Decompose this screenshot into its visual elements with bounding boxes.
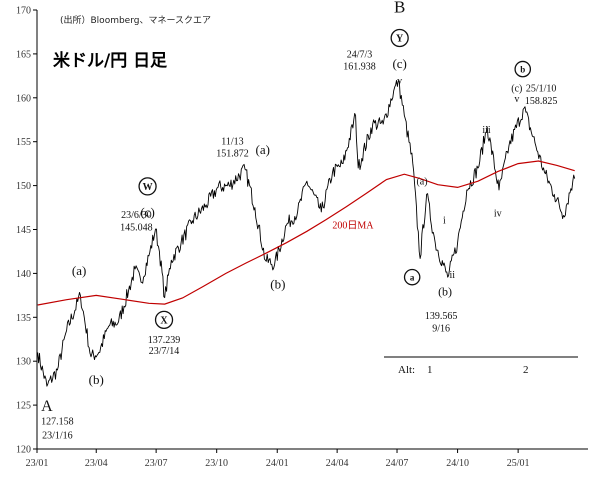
x-tick-label: 23/07	[145, 458, 168, 469]
wave-annotation: (b)	[438, 284, 452, 298]
x-tick-label: 23/04	[85, 458, 108, 469]
alt-label: Alt:	[398, 364, 415, 376]
wave-label-circle	[514, 60, 532, 78]
wave-annotation: (c)	[392, 56, 406, 71]
wave-annotation: (c)	[511, 84, 522, 95]
source-note: (出所）Bloomberg、マネースクエア	[60, 14, 211, 26]
wave-annotation: i	[443, 215, 446, 226]
chart-title: 米ドル/円 日足	[53, 50, 167, 71]
y-tick-label: 125	[16, 401, 31, 412]
x-tick-label: 24/10	[446, 458, 469, 469]
wave-annotation: 127.158	[41, 416, 74, 427]
x-tick-label: 23/01	[26, 458, 49, 469]
wave-annotation: A	[41, 398, 53, 415]
price-line	[37, 79, 576, 387]
wave-annotation: 145.048	[120, 222, 153, 233]
x-tick-label: 23/10	[205, 458, 228, 469]
x-tick-label: 24/01	[266, 458, 289, 469]
x-tick-label: 25/01	[507, 458, 530, 469]
wave-annotation: X	[160, 315, 168, 326]
x-tick-label: 24/04	[326, 458, 349, 469]
wave-label-circle	[154, 310, 174, 329]
y-tick-label: 160	[16, 93, 31, 104]
wave-annotation: (c)	[140, 204, 154, 219]
wave-annotation: 161.938	[343, 62, 376, 73]
wave-annotation: 11/13	[221, 136, 243, 147]
axes: 120 125 130 135 140 145 150 155 160 165 170 23/01 23…	[16, 6, 588, 469]
wave-annotation: (a)	[72, 263, 86, 278]
y-tick-label: 135	[16, 313, 31, 324]
y-tick-label: 165	[16, 49, 31, 60]
wave-annotation: v	[397, 76, 402, 87]
wave-label-circle	[403, 268, 421, 286]
wave-label-circle	[390, 28, 409, 48]
wave-annotation: 139.565	[425, 311, 458, 322]
wave-annotation: v	[514, 94, 519, 105]
wave-annotation: a	[410, 272, 415, 282]
wave-annotation: 9/16	[432, 323, 450, 334]
wave-annotation: 23/1/16	[42, 430, 73, 441]
wave-annotation: W	[143, 182, 153, 193]
y-tick-label: 130	[16, 357, 31, 368]
wave-annotation: 137.239	[148, 335, 181, 346]
wave-annotation: b	[520, 64, 525, 74]
alt-option-2: 2	[523, 364, 529, 376]
wave-annotation: 23/6/30	[121, 210, 152, 221]
y-tick-label: 150	[16, 181, 31, 192]
y-tick-label: 120	[16, 445, 31, 456]
wave-annotation: (b)	[270, 276, 285, 291]
wave-annotation: iv	[494, 208, 502, 219]
wave-annotation: 151.872	[216, 149, 249, 160]
wave-annotation: 24/7/3	[347, 49, 373, 60]
series-layer	[37, 79, 576, 387]
wave-annotation: (a)	[416, 177, 427, 188]
wave-annotation: ii	[450, 270, 456, 281]
ma200-line	[37, 160, 575, 306]
alt-option-1: 1	[427, 364, 433, 376]
wave-annotation: B	[394, 0, 405, 17]
wave-annotation: iii	[482, 125, 491, 136]
wave-annotation: 25/1/10	[526, 84, 557, 95]
y-tick-label: 145	[16, 225, 31, 236]
y-tick-label: 155	[16, 137, 31, 148]
alt-row: Alt: 1 2	[384, 356, 578, 376]
wave-annotation: (b)	[89, 372, 104, 387]
y-tick-label: 140	[16, 269, 31, 280]
wave-annotation: (a)	[256, 142, 270, 157]
wave-annotation: 200日MA	[332, 221, 374, 232]
x-tick-label: 24/07	[386, 458, 409, 469]
wave-annotation: Y	[396, 34, 404, 45]
y-tick-label: 170	[16, 6, 31, 17]
wave-annotation: 158.825	[525, 96, 558, 107]
wave-label-circle	[138, 177, 157, 196]
wave-annotation: 23/7/14	[149, 346, 180, 357]
